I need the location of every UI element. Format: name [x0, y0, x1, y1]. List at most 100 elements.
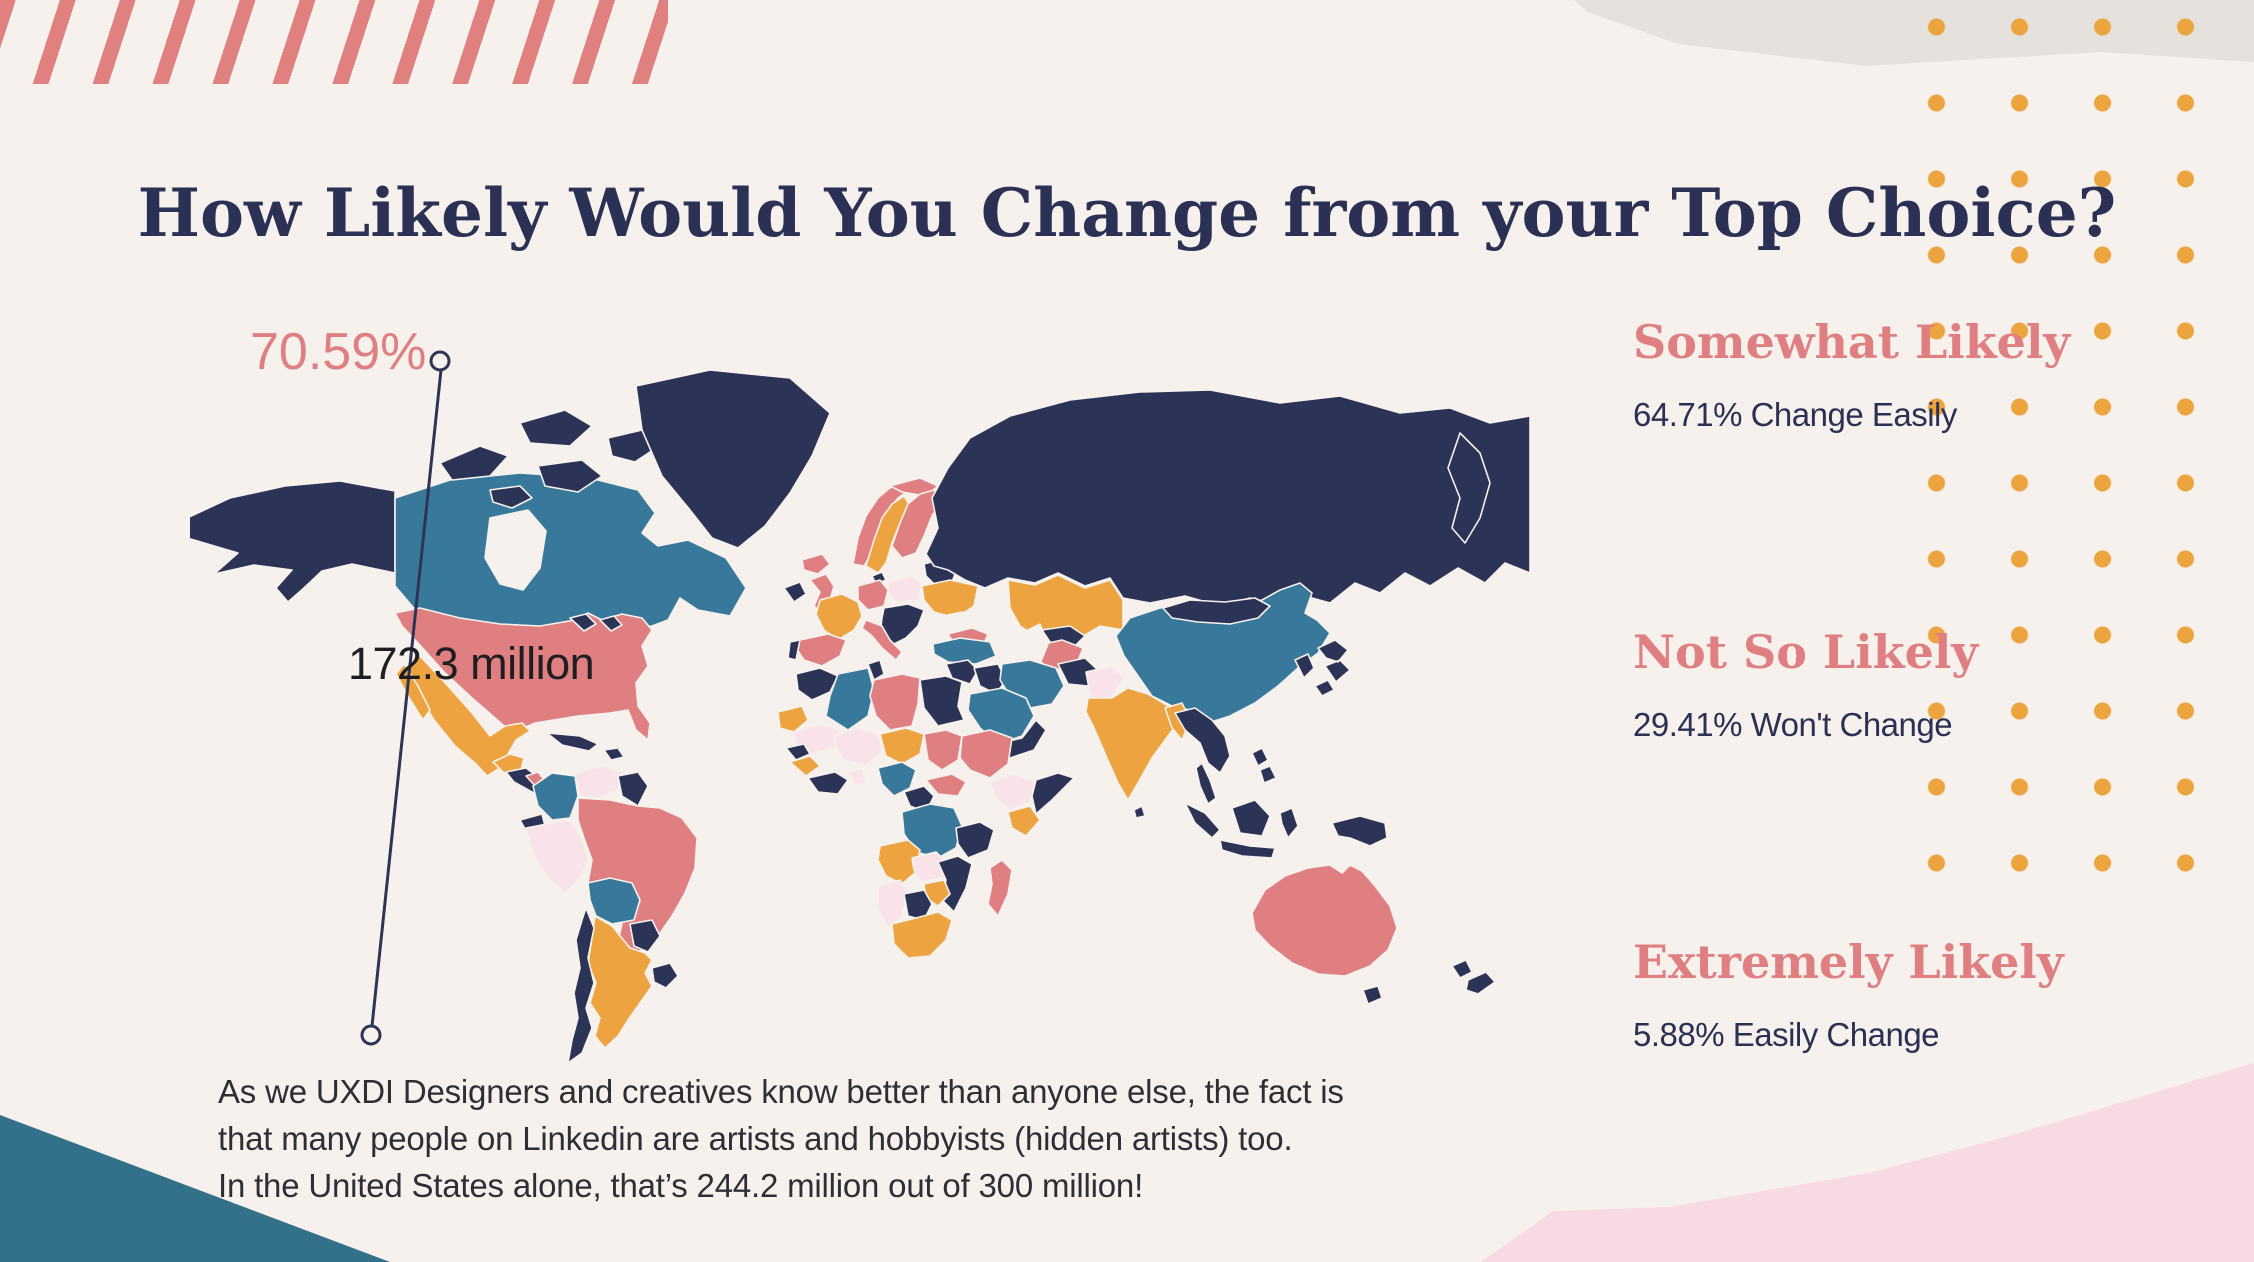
saudi-arabia: [967, 687, 1035, 745]
iceland: [801, 553, 831, 575]
australia: [1251, 864, 1398, 977]
stat-title: Not So Likely: [1633, 625, 1979, 679]
europe: [783, 477, 979, 667]
morocco: [795, 667, 839, 701]
stat-not-so-likely: Not So Likely 29.41% Won't Change: [1633, 626, 2153, 744]
germany: [857, 579, 889, 611]
zambia: [911, 851, 947, 883]
western-sahara: [777, 705, 809, 733]
kenya: [1007, 805, 1041, 837]
russia: [925, 389, 1530, 607]
ethiopia: [989, 773, 1037, 811]
africa: [777, 659, 1075, 959]
iraq: [973, 663, 1007, 695]
benin-togo: [849, 767, 867, 787]
yucatan: [492, 753, 525, 774]
namibia: [877, 879, 909, 929]
footer-line: that many people on Linkedin are artists…: [218, 1120, 1293, 1157]
madagascar: [987, 859, 1013, 917]
guinea: [789, 755, 821, 777]
new-zealand: [1451, 959, 1496, 995]
page-title: How Likely Would You Change from your To…: [137, 174, 2117, 253]
new-guinea: [1331, 815, 1388, 847]
ireland: [783, 581, 807, 603]
central-se-europe: [879, 603, 925, 647]
ukraine: [921, 579, 979, 619]
algeria: [825, 667, 875, 731]
portugal: [787, 639, 801, 661]
stat-extremely-likely: Extremely Likely 5.88% Easily Change: [1633, 936, 2153, 1054]
south-africa: [891, 911, 953, 959]
uruguay: [651, 962, 679, 989]
north-america: [190, 369, 831, 803]
uzbekistan: [1041, 625, 1086, 647]
dot-grid-decoration: [1895, 0, 2254, 879]
world-map: [190, 368, 1530, 1068]
stat-title: Extremely Likely: [1633, 935, 2064, 989]
stat-title: Somewhat Likely: [1633, 315, 2071, 369]
sri-lanka: [1133, 805, 1146, 819]
stat-somewhat-likely: Somewhat Likely 64.71% Change Easily: [1633, 316, 2153, 434]
ivory-coast-ghana: [807, 771, 849, 795]
map-value-label: 172.3 million: [348, 638, 595, 689]
central-african-republic: [925, 773, 967, 797]
guyanas: [617, 771, 649, 807]
somalia: [1031, 772, 1075, 815]
bolivia: [587, 877, 641, 925]
alaska: [190, 480, 396, 603]
chile: [567, 907, 595, 1064]
hispaniola: [603, 747, 625, 761]
south-america: [519, 765, 698, 1064]
paraguay: [629, 919, 661, 953]
botswana: [903, 889, 933, 921]
italy: [861, 619, 903, 661]
hudson-bay: [484, 509, 547, 591]
footer-line: As we UXDI Designers and creatives know …: [218, 1073, 1344, 1110]
great-lakes: [569, 613, 623, 632]
blush-corner-shape: [1480, 1062, 2254, 1262]
turkey: [932, 637, 997, 665]
tunisia: [867, 659, 885, 681]
kazakhstan: [1007, 574, 1124, 639]
indonesia: [1184, 799, 1299, 859]
mongolia: [1162, 597, 1271, 625]
argentina: [587, 915, 653, 1049]
cuba: [546, 732, 599, 752]
asia: [925, 389, 1530, 859]
poland: [887, 575, 923, 603]
mali: [833, 727, 883, 767]
arctic-islands: [439, 409, 657, 509]
usa: [394, 607, 653, 741]
tanzania: [955, 821, 995, 859]
philippines: [1251, 747, 1277, 784]
black-sea: [933, 611, 983, 633]
nigeria: [877, 761, 917, 797]
angola: [877, 839, 921, 885]
caspian-sea: [1027, 623, 1049, 665]
oceania: [1251, 864, 1496, 1005]
levant: [945, 659, 979, 685]
greenland: [635, 369, 831, 549]
stat-detail: 29.41% Won't Change: [1633, 706, 1953, 743]
india: [1085, 687, 1181, 801]
indochina: [1174, 707, 1231, 805]
france: [815, 593, 863, 641]
stat-detail: 5.88% Easily Change: [1633, 1016, 1940, 1053]
world-map-svg: [190, 369, 1530, 1064]
senegal: [785, 743, 811, 761]
footer-line: In the United States alone, that’s 244.2…: [218, 1167, 1144, 1204]
libya: [869, 673, 921, 731]
colombia: [532, 772, 579, 821]
venezuela: [574, 765, 623, 799]
peru: [525, 819, 589, 894]
japan: [1314, 639, 1351, 697]
niger: [879, 727, 925, 765]
korea: [1294, 653, 1315, 679]
footer-paragraph: As we UXDI Designers and creatives know …: [218, 1068, 1558, 1209]
map-percent-label: 70.59%: [250, 323, 427, 381]
egypt: [919, 675, 965, 727]
chad: [923, 729, 963, 771]
diagonal-stripes-decoration: [0, 0, 668, 84]
kamchatka: [1447, 432, 1491, 544]
